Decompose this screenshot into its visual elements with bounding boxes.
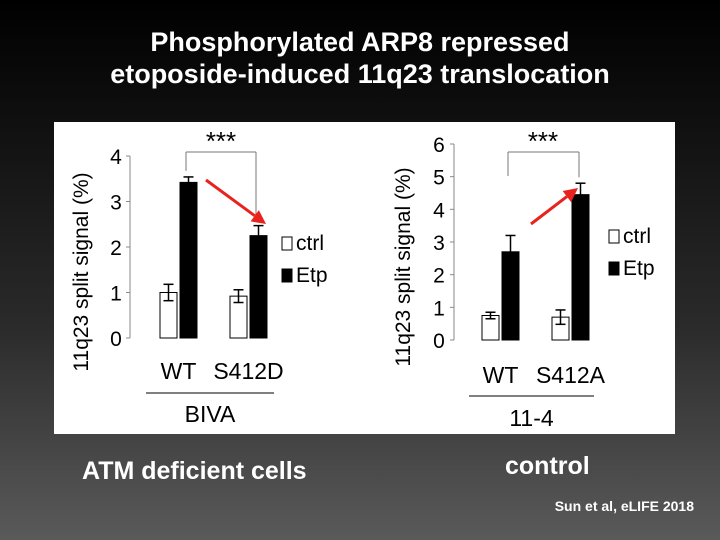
y-tick-label: 5 xyxy=(433,167,445,190)
y-tick-label: 3 xyxy=(110,192,122,215)
significance-label: *** xyxy=(206,126,236,156)
y-tick-label: 0 xyxy=(433,330,445,353)
red-arrow-shaft xyxy=(530,195,568,226)
y-tick-label: 1 xyxy=(433,297,445,320)
bar-etp-s412a xyxy=(571,194,590,341)
y-tick-label: 6 xyxy=(433,134,445,157)
y-axis-label: 11q23 split signal (%) xyxy=(70,172,93,371)
group-label: 11-4 xyxy=(509,405,554,431)
category-label-s412a: S412A xyxy=(536,362,606,388)
y-tick-label: 3 xyxy=(433,232,445,255)
red-arrow-head xyxy=(250,210,266,224)
caption-control: control xyxy=(505,452,590,480)
category-label-wt: WT xyxy=(161,358,197,384)
legend-swatch-ctrl xyxy=(281,236,293,251)
legend-label-ctrl: ctrl xyxy=(296,232,324,255)
category-label-s412d: S412D xyxy=(213,358,283,384)
y-axis-label: 11q23 split signal (%) xyxy=(392,167,415,366)
group-label: BIVA xyxy=(185,401,236,427)
figure-panel: 11q23 split signal (%) 0 1 2 3 4 WT S412D BIVA **… xyxy=(54,122,675,434)
y-tick-label: 4 xyxy=(433,199,445,222)
y-tick-label: 2 xyxy=(110,237,122,260)
bar-etp-wt xyxy=(501,251,520,341)
charts-svg: 11q23 split signal (%) 0 1 2 3 4 WT S412D BIVA **… xyxy=(70,126,655,431)
y-tick-label: 0 xyxy=(110,328,122,351)
legend-swatch-etp xyxy=(281,268,293,283)
significance-label: *** xyxy=(528,126,558,156)
legend-label-ctrl: ctrl xyxy=(623,225,651,248)
y-tick-label: 4 xyxy=(110,146,122,169)
slide-title-line2: etoposide-induced 11q23 translocation xyxy=(110,59,610,89)
legend-label-etp: Etp xyxy=(623,257,655,280)
citation: Sun et al, eLIFE 2018 xyxy=(554,498,694,514)
red-arrow-shaft xyxy=(205,178,256,217)
legend-swatch-etp xyxy=(608,261,620,276)
slide-title-line1: Phosphorylated ARP8 repressed xyxy=(150,27,570,57)
legend-label-etp: Etp xyxy=(296,264,328,287)
bar-etp-s412d xyxy=(249,235,268,339)
red-arrow-head xyxy=(562,188,578,203)
bar-etp-wt xyxy=(179,181,198,339)
category-label-wt: WT xyxy=(483,362,519,388)
legend-swatch-ctrl xyxy=(608,229,620,244)
y-tick-label: 2 xyxy=(433,265,445,288)
y-tick-label: 1 xyxy=(110,283,122,306)
caption-atm-deficient: ATM deficient cells xyxy=(82,457,307,485)
